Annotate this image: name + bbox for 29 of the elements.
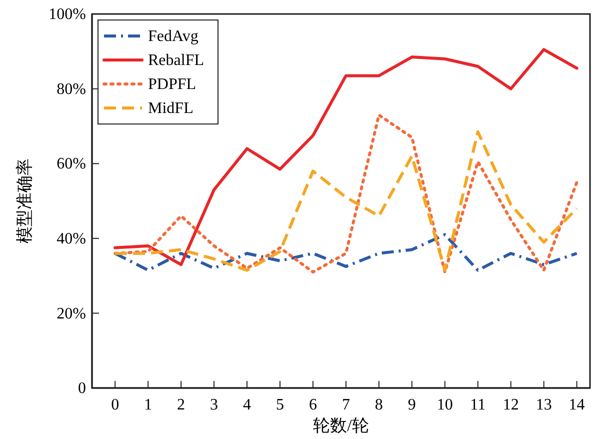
x-tick-label: 9 xyxy=(408,396,416,414)
x-tick-label: 13 xyxy=(536,396,552,414)
y-axis-title: 模型准确率 xyxy=(15,158,34,244)
y-tick-label: 40% xyxy=(56,230,86,248)
x-axis-title: 轮数/轮 xyxy=(313,416,369,435)
x-tick-label: 10 xyxy=(436,396,453,414)
legend-label: FedAvg xyxy=(148,28,198,45)
x-tick-label: 5 xyxy=(276,396,284,414)
x-tick-label: 11 xyxy=(470,396,486,414)
x-tick-label: 2 xyxy=(177,396,186,414)
y-tick-label: 60% xyxy=(56,156,86,173)
legend-label: MidFL xyxy=(148,100,194,117)
legend-label: RebalFL xyxy=(148,52,204,69)
x-tick-label: 0 xyxy=(111,396,120,414)
line-series xyxy=(114,48,578,266)
y-tick-label: 100% xyxy=(48,6,86,24)
x-tick-label: 8 xyxy=(374,396,383,414)
y-tick-label: 80% xyxy=(56,80,86,98)
x-tick-label: 4 xyxy=(243,396,252,414)
x-tick-label: 3 xyxy=(210,396,218,414)
x-tick-label: 6 xyxy=(308,396,317,414)
x-tick-label: 14 xyxy=(568,396,585,414)
legend-label: PDPFL xyxy=(148,76,196,93)
line-series xyxy=(114,233,578,272)
x-tick-label: 7 xyxy=(342,396,350,414)
x-tick-label: 1 xyxy=(144,396,152,414)
y-tick-label: 0 xyxy=(78,380,86,398)
x-tick-label: 12 xyxy=(502,396,519,414)
y-tick-label: 20% xyxy=(56,305,86,322)
